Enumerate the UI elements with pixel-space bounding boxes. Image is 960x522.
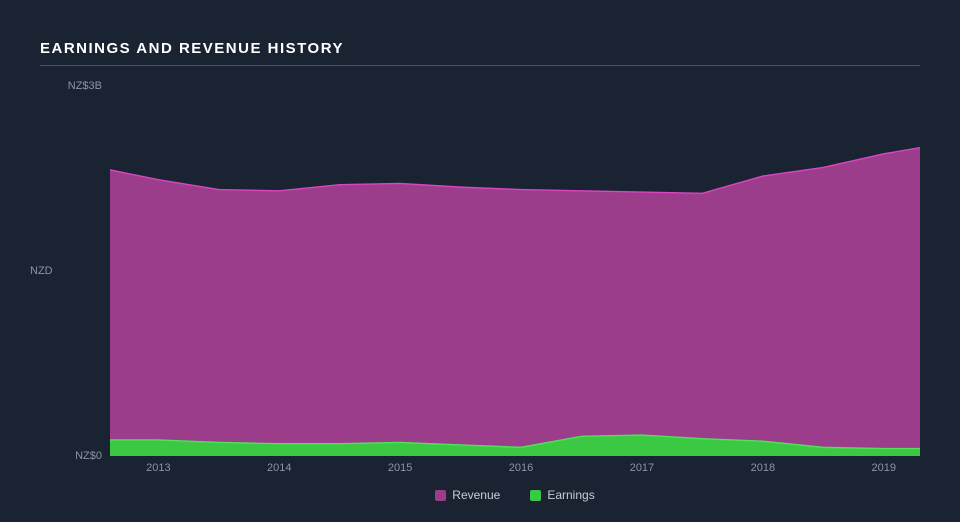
x-tick-label: 2018 — [751, 462, 775, 474]
y-axis: NZD NZ$0NZ$3B — [40, 86, 110, 456]
y-tick-label: NZ$0 — [75, 450, 102, 462]
x-tick-label: 2017 — [630, 462, 654, 474]
legend-label: Revenue — [452, 488, 500, 502]
x-tick-label: 2016 — [509, 462, 533, 474]
y-tick-label: NZ$3B — [68, 80, 102, 92]
x-tick-label: 2015 — [388, 462, 412, 474]
y-axis-label: NZD — [30, 265, 53, 277]
x-tick-label: 2013 — [146, 462, 170, 474]
area-svg — [110, 86, 920, 456]
legend-item-earnings: Earnings — [530, 488, 594, 502]
area-revenue — [110, 148, 920, 456]
chart-container: EARNINGS AND REVENUE HISTORY NZD NZ$0NZ$… — [0, 0, 960, 522]
chart-body: NZD NZ$0NZ$3B — [40, 86, 920, 456]
legend-swatch — [530, 490, 541, 501]
legend: Revenue Earnings — [110, 488, 920, 502]
legend-item-revenue: Revenue — [435, 488, 500, 502]
legend-label: Earnings — [547, 488, 594, 502]
x-tick-label: 2014 — [267, 462, 291, 474]
x-axis: 2013 2014 2015 2016 2017 2018 2019 — [110, 456, 920, 480]
plot-area — [110, 86, 920, 456]
x-tick-label: 2019 — [871, 462, 895, 474]
chart-title: EARNINGS AND REVENUE HISTORY — [40, 40, 920, 66]
legend-swatch — [435, 490, 446, 501]
